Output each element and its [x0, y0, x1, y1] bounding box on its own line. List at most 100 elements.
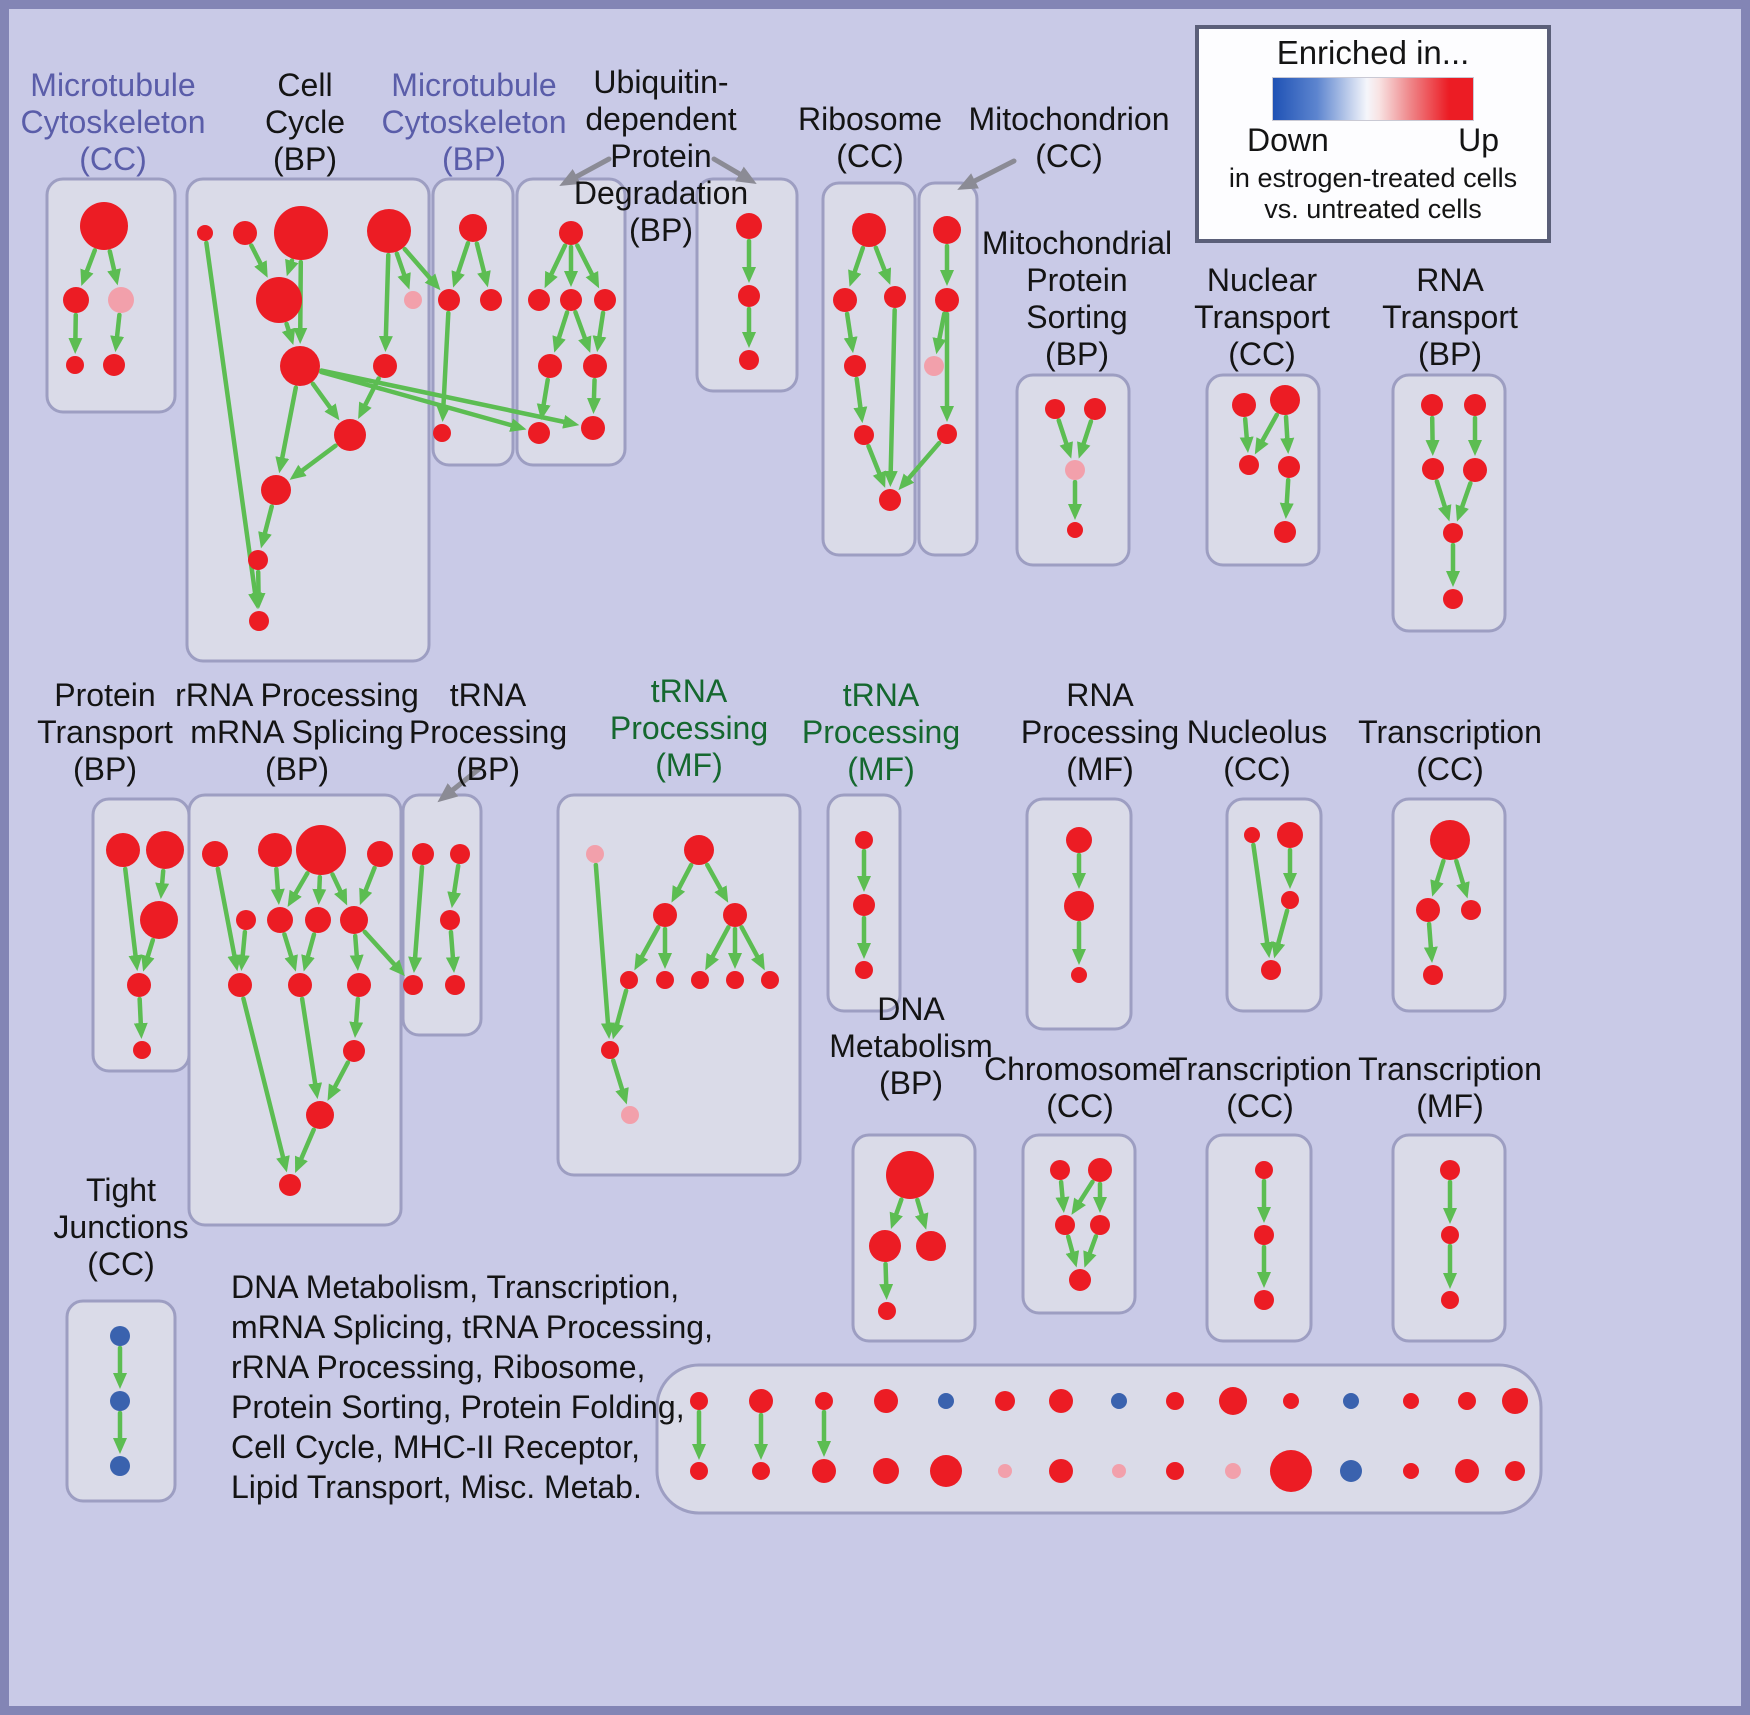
go-term-node-pink [404, 291, 422, 309]
go-term-node-red [80, 202, 128, 250]
cluster-protein-transport-bp [91, 797, 191, 1073]
edge-arrow [1280, 414, 1295, 455]
go-term-node-red [280, 346, 320, 386]
edge-arrow [155, 868, 170, 900]
edge-arrow [704, 862, 729, 903]
go-term-node-red [267, 907, 293, 933]
go-term-node-red [656, 971, 674, 989]
edge-arrow [204, 240, 263, 610]
go-term-node-red [1049, 1389, 1073, 1413]
edge-arrow [215, 866, 242, 972]
cluster-label-tight-junctions-cc: Tight Junctions (CC) [53, 1172, 189, 1282]
edge-arrow [1254, 412, 1280, 455]
go-term-node-blue [110, 1391, 130, 1411]
edge-arrow [1455, 480, 1473, 522]
cluster-label-rna-processing-mf: RNA Processing (MF) [1020, 677, 1180, 787]
edge-arrow [1423, 921, 1438, 964]
go-term-node-red [1403, 1393, 1419, 1409]
go-term-node-pink [586, 845, 604, 863]
go-term-node-red [480, 289, 502, 311]
edge-arrow [1434, 479, 1452, 522]
cluster-label-protein-transport-bp: Protein Transport (BP) [37, 677, 173, 787]
edge-arrow [107, 249, 121, 286]
go-term-node-red [1278, 456, 1300, 478]
go-term-node-red [1064, 891, 1094, 921]
go-term-node-red [560, 289, 582, 311]
go-term-node-red [340, 906, 368, 934]
network-diagram-canvas [45, 156, 1543, 1515]
go-term-node-red [146, 831, 184, 869]
go-term-node-red [1463, 458, 1487, 482]
cluster-trna-processing-mf-1 [556, 793, 802, 1177]
cluster-label-mitochondrial-protein-sorting-bp: Mitochondrial Protein Sorting (BP) [981, 225, 1173, 372]
go-term-node-red [1166, 1392, 1184, 1410]
go-term-node-red [1441, 1226, 1459, 1244]
edge-arrow [1430, 858, 1446, 897]
go-term-node-red [874, 1389, 898, 1413]
cluster-transcription-mf [1391, 1133, 1507, 1343]
edge-arrow [1251, 842, 1275, 959]
color-legend: Enriched in... Down Up in estrogen-treat… [1195, 25, 1551, 243]
edge-arrow [282, 932, 298, 972]
cluster-label-rrna-processing-mrna-splicing-bp: rRNA Processing mRNA Splicing (BP) [175, 677, 419, 787]
edge-arrow [848, 245, 866, 287]
go-term-node-red [853, 894, 875, 916]
go-term-node-red [601, 1041, 619, 1059]
go-term-node-red [347, 973, 371, 997]
go-term-node-red [412, 843, 434, 865]
edge-arrow [552, 310, 570, 353]
go-term-node-red [855, 961, 873, 979]
go-term-node-red [1443, 589, 1463, 609]
go-term-node-red [1274, 521, 1296, 543]
go-term-node-pink [924, 356, 944, 376]
go-term-node-red [935, 288, 959, 312]
edge-arrow [873, 245, 892, 285]
go-term-node-red [1441, 1291, 1459, 1309]
edge-arrow [349, 933, 364, 972]
go-term-node-red [538, 354, 562, 378]
edge-arrow [573, 309, 592, 353]
go-term-node-red [1423, 965, 1443, 985]
edge-arrow [80, 248, 98, 286]
cluster-label-rna-transport-bp: RNA Transport (BP) [1382, 262, 1518, 372]
go-term-node-red [440, 910, 460, 930]
edge-arrow [586, 377, 601, 415]
go-term-node-red [249, 611, 269, 631]
edge-arrow [914, 1197, 929, 1230]
edge-arrow [299, 996, 323, 1100]
cluster-tight-junctions-cc [65, 1299, 177, 1503]
go-term-node-red [1505, 1461, 1525, 1481]
go-term-node-red [844, 355, 866, 377]
go-term-node-red [937, 424, 957, 444]
edge-arrow [1454, 858, 1470, 899]
go-term-node-red [1270, 1450, 1312, 1492]
cluster-chromosome-cc [1021, 1133, 1137, 1315]
legend-note: in estrogen-treated cells vs. untreated … [1228, 163, 1518, 224]
go-term-node-blue [1343, 1393, 1359, 1409]
edge-arrow [610, 988, 629, 1040]
go-term-node-red [886, 1151, 934, 1199]
edge-arrow [575, 243, 600, 289]
go-term-node-red [854, 425, 874, 445]
cluster-box-microtubule-cytoskeleton-bp [431, 177, 515, 467]
edge-arrow [883, 307, 898, 488]
edge-arrow [287, 871, 310, 908]
go-term-node-red [274, 206, 328, 260]
go-term-node-red [256, 277, 302, 323]
cluster-label-microtubule-cytoskeleton-cc: Microtubule Cytoskeleton (CC) [20, 67, 206, 177]
edge-arrow [536, 377, 551, 421]
go-term-node-red [248, 550, 268, 570]
edge-arrow [1279, 477, 1294, 520]
go-term-node-red [1219, 1387, 1247, 1415]
go-term-node-red [1066, 827, 1092, 853]
edge-arrow [843, 311, 858, 354]
go-term-node-red [690, 1392, 708, 1410]
edge-arrow [258, 504, 275, 549]
go-term-node-red [1458, 1392, 1476, 1410]
edge-arrow [310, 381, 340, 421]
go-term-node-red [594, 289, 616, 311]
go-term-node-red [343, 1040, 365, 1062]
go-term-node-red [620, 971, 638, 989]
edge-arrow [327, 1060, 351, 1101]
edge-arrow [408, 864, 425, 974]
